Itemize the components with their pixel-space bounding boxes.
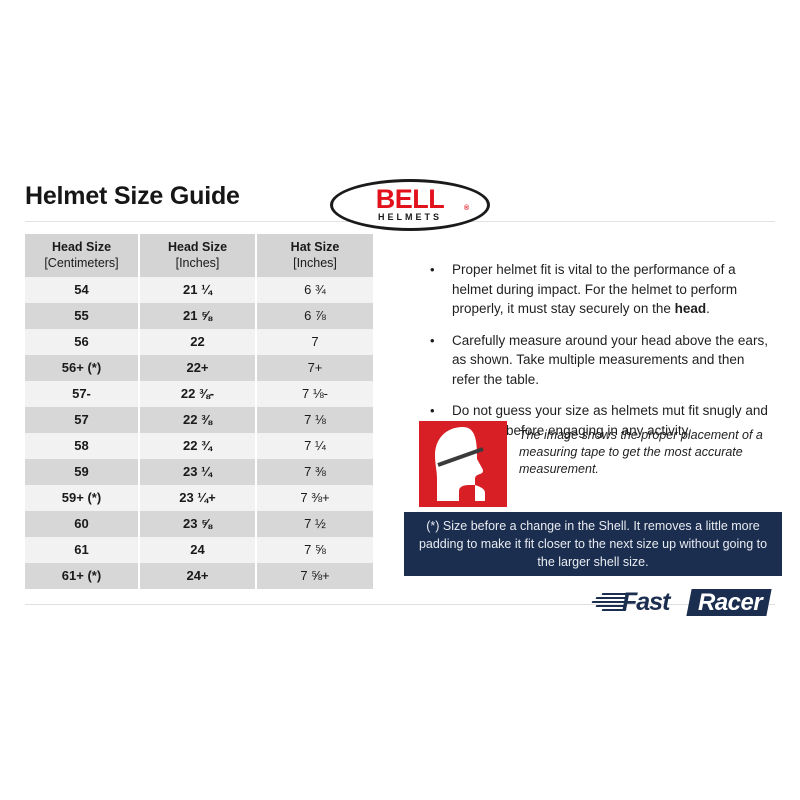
- list-item-emphasis: head: [674, 301, 707, 316]
- table-cell: 24+: [139, 563, 257, 589]
- table-row: 56 22 7: [25, 329, 373, 355]
- shell-change-note-box: (*) Size before a change in the Shell. I…: [404, 512, 782, 576]
- speed-lines-icon: [591, 592, 627, 614]
- table-cell: 23 ⅝: [139, 511, 257, 537]
- table-cell: 22+: [139, 355, 257, 381]
- table-header-row: Head Size [Centimeters] Head Size [Inche…: [25, 234, 373, 277]
- page-title: Helmet Size Guide: [25, 182, 240, 210]
- table-cell: 22: [139, 329, 257, 355]
- table-cell: 59: [25, 459, 140, 485]
- list-item: • Proper helmet fit is vital to the perfo…: [430, 260, 775, 319]
- registered-trademark-icon: ®: [464, 205, 470, 212]
- table-cell: 23 ¼+: [139, 485, 257, 511]
- bell-helmets-logo: BELL ® HELMETS: [330, 179, 496, 237]
- helmet-size-table: Head Size [Centimeters] Head Size [Inche…: [25, 234, 373, 589]
- table-cell: 7: [256, 329, 373, 355]
- column-header-line1: Head Size: [51, 240, 112, 254]
- logo-oval-outline: [330, 179, 490, 231]
- list-item: • Carefully measure around your head abov…: [430, 331, 775, 390]
- shell-change-note-text: (*) Size before a change in the Shell. I…: [418, 519, 768, 569]
- table-cell: 54: [25, 277, 140, 303]
- footer-divider: [25, 604, 775, 605]
- table-cell: 57-: [25, 381, 140, 407]
- column-header-line1: Head Size: [167, 240, 228, 254]
- table-cell: 7 ¼: [256, 433, 373, 459]
- table-cell: 7 ½: [256, 511, 373, 537]
- column-header-line2: [Inches]: [293, 256, 337, 270]
- table-cell: 7 ⅝: [256, 537, 373, 563]
- table-cell: 60: [25, 511, 140, 537]
- table-cell: 7 ⅛-: [256, 381, 373, 407]
- fastracer-logo-part2: Racer: [698, 589, 763, 616]
- table-cell: 22 ⅜-: [139, 381, 257, 407]
- column-header-line2: [Inches]: [175, 256, 220, 270]
- table-cell: 22 ¾: [139, 433, 257, 459]
- table-cell: 7 ⅛: [256, 407, 373, 433]
- table-row: 61+ (*) 24+ 7 ⅝+: [25, 563, 373, 589]
- table-cell: 22 ⅜: [139, 407, 257, 433]
- fastracer-logo-part1: Fast: [622, 588, 670, 616]
- head-measuring-tape-image: [419, 421, 507, 507]
- list-item-text-segment: Do not guess your size as helmets mut fi…: [452, 403, 768, 438]
- column-header-head-size-in: Head Size [Inches]: [139, 234, 257, 277]
- list-item-text: Do not guess your size as helmets mut fi…: [452, 401, 775, 440]
- fastracer-logo-badge: Racer: [686, 589, 772, 616]
- table-cell: 6 ⅞: [256, 303, 373, 329]
- head-profile-icon: [419, 421, 507, 507]
- figure-caption: The image shows the proper placement of …: [519, 428, 763, 476]
- table-cell: 58: [25, 433, 140, 459]
- table-cell: 24: [139, 537, 257, 563]
- table-cell: 59+ (*): [25, 485, 140, 511]
- table-cell: 7 ⅝+: [256, 563, 373, 589]
- table-cell: 56: [25, 329, 140, 355]
- table-cell: 21 ⅝: [139, 303, 257, 329]
- table-cell: 56+ (*): [25, 355, 140, 381]
- table-cell: 61+ (*): [25, 563, 140, 589]
- list-item-text-segment: Carefully measure around your head above…: [452, 332, 768, 387]
- column-header-line1: Hat Size: [290, 240, 340, 254]
- table-cell: 7 ⅜: [256, 459, 373, 485]
- list-item: • Do not guess your size as helmets mut f…: [430, 401, 775, 440]
- list-item-text-segment: Proper helmet fit is vital to the perfor…: [452, 262, 738, 316]
- column-header-line2: [Centimeters]: [44, 256, 119, 270]
- fastracer-logo: Fast Racer: [591, 588, 782, 618]
- table-row: 56+ (*) 22+ 7+: [25, 355, 373, 381]
- table-row: 57- 22 ⅜- 7 ⅛-: [25, 381, 373, 407]
- measurement-figure-block: The image shows the proper placement of …: [419, 421, 779, 507]
- logo-brand-name: BELL: [375, 184, 445, 214]
- table-cell: 23 ¼: [139, 459, 257, 485]
- table-row: 61 24 7 ⅝: [25, 537, 373, 563]
- fit-instructions-list: • Proper helmet fit is vital to the perfo…: [430, 260, 775, 452]
- table-cell: 55: [25, 303, 140, 329]
- table-cell: 6 ¾: [256, 277, 373, 303]
- list-item-text: Proper helmet fit is vital to the perfor…: [452, 260, 775, 319]
- list-item-text: Carefully measure around your head above…: [452, 331, 775, 390]
- column-header-head-size-cm: Head Size [Centimeters]: [25, 234, 140, 277]
- table-cell: 7+: [256, 355, 373, 381]
- table-cell: 61: [25, 537, 140, 563]
- table-cell: 21 ¼: [139, 277, 257, 303]
- table-cell: 57: [25, 407, 140, 433]
- column-header-hat-size-in: Hat Size [Inches]: [256, 234, 373, 277]
- list-item-text-tail: .: [706, 301, 710, 316]
- logo-subtitle: HELMETS: [377, 212, 442, 222]
- table-row: 59+ (*) 23 ¼+ 7 ⅜+: [25, 485, 373, 511]
- bullet-dot-icon: •: [430, 403, 435, 418]
- bullet-dot-icon: •: [430, 262, 435, 277]
- table-cell: 7 ⅜+: [256, 485, 373, 511]
- bullet-dot-icon: •: [430, 332, 435, 348]
